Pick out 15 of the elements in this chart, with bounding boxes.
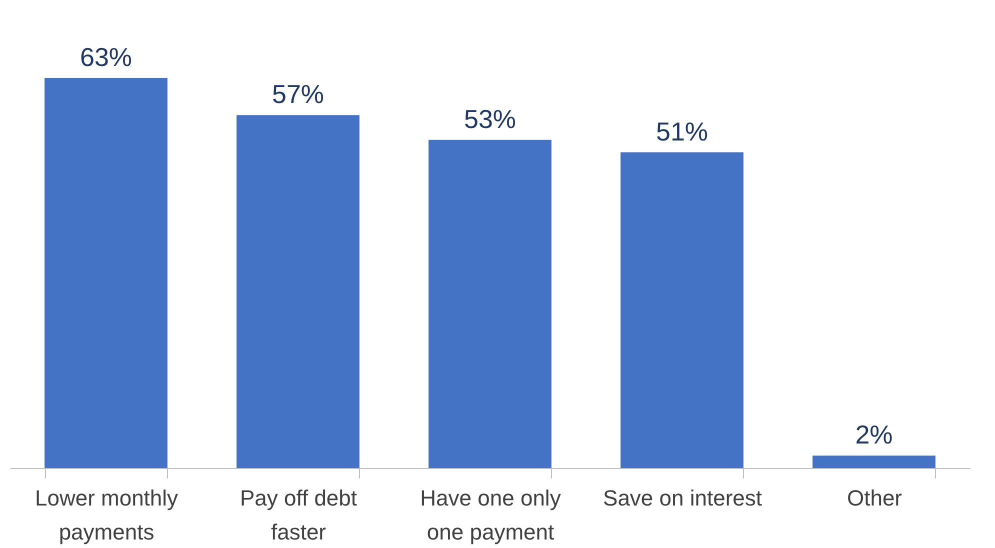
bar: [44, 78, 168, 468]
x-tick-label: Save on interest: [603, 486, 762, 510]
bar: [812, 456, 936, 468]
bar: [620, 152, 744, 468]
data-label: 63%: [80, 42, 132, 72]
data-label: 57%: [272, 79, 324, 110]
data-label: 51%: [656, 116, 708, 146]
bar: [428, 140, 552, 468]
data-label: 2%: [855, 420, 893, 450]
x-tick-label: Other: [846, 486, 902, 510]
x-tick-label: Lower monthly payments: [34, 486, 178, 544]
x-tick-label: Have one only one payment: [420, 486, 561, 544]
x-tick-label: Pay off debt faster: [240, 486, 358, 544]
data-label: 53%: [464, 104, 516, 134]
bar: [236, 115, 360, 468]
